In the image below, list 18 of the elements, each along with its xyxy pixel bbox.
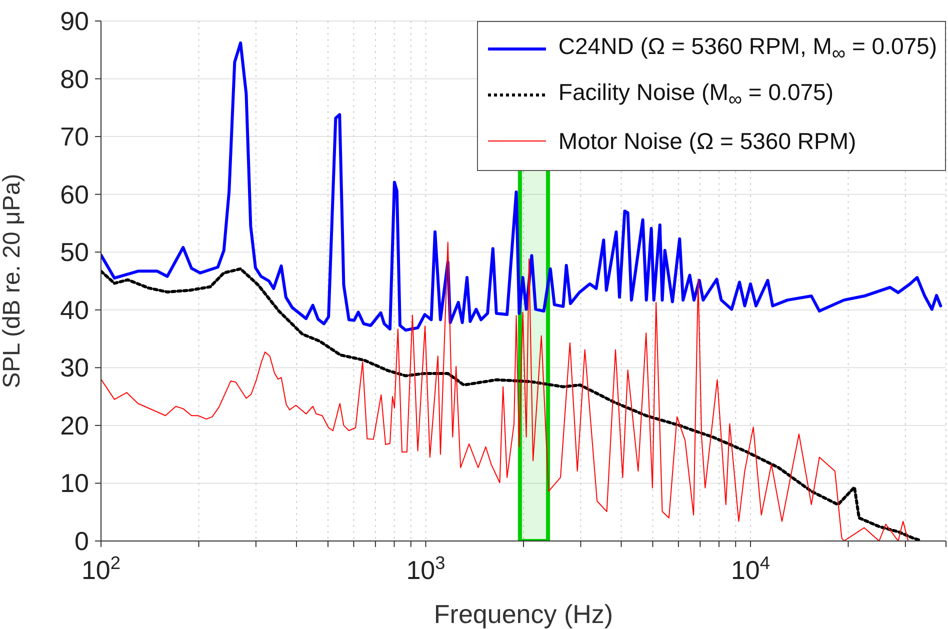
x-axis-title: Frequency (Hz) [434, 599, 614, 629]
y-axis-title: SPL (dB re. 20 μPa) [0, 174, 26, 388]
x-tick-label: 10$^{3}$ [406, 553, 446, 585]
y-tick-label: 10 [60, 468, 89, 498]
x-tick-label: 10$^{2}$ [81, 553, 121, 585]
y-tick-label: 20 [60, 410, 89, 440]
y-tick-label: 80 [60, 64, 89, 94]
y-tick-label: 90 [60, 6, 89, 36]
legend-label: C24ND (Ω = 5360 RPM, M$_{∞}$ = 0.075) [558, 32, 937, 66]
y-tick-label: 60 [60, 179, 89, 210]
legend-label: Motor Noise (Ω = 5360 RPM) [558, 128, 856, 154]
y-tick-label: 50 [60, 237, 89, 268]
y-tick-label: 0 [74, 526, 89, 556]
legend-label: Facility Noise (M$_{∞}$ = 0.075) [558, 78, 834, 112]
y-tick-label: 30 [60, 352, 89, 383]
x-tick-label: 10$^{4}$ [730, 553, 770, 585]
y-tick-label: 70 [60, 122, 89, 152]
y-tick-label: 40 [60, 294, 89, 325]
